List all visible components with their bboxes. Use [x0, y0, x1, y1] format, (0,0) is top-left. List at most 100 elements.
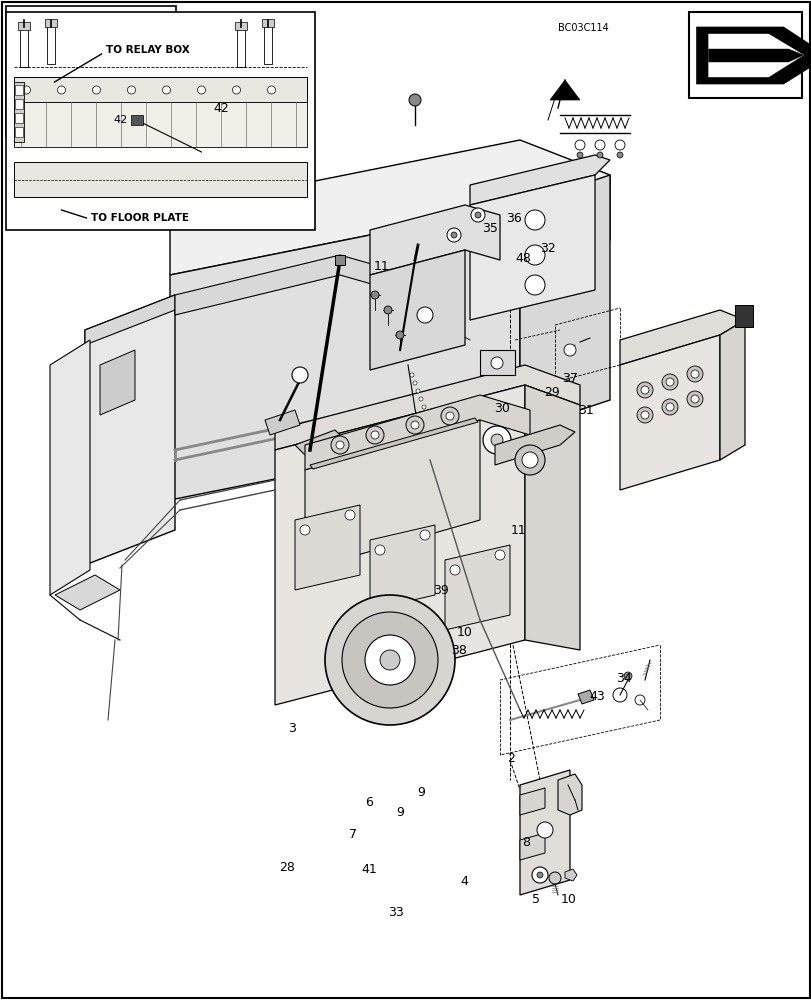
- Text: 30: 30: [493, 401, 509, 414]
- Bar: [262, 19, 274, 27]
- Circle shape: [417, 307, 432, 323]
- Circle shape: [536, 822, 552, 838]
- Bar: [734, 305, 752, 327]
- Bar: [15, 162, 307, 197]
- Polygon shape: [50, 340, 90, 595]
- Circle shape: [440, 407, 458, 425]
- Polygon shape: [86, 18, 100, 25]
- Polygon shape: [719, 320, 744, 460]
- Circle shape: [525, 245, 544, 265]
- Circle shape: [380, 650, 400, 670]
- Circle shape: [614, 140, 624, 150]
- Circle shape: [53, 111, 67, 125]
- Circle shape: [422, 405, 426, 409]
- Circle shape: [410, 373, 414, 377]
- Text: 28: 28: [278, 861, 294, 874]
- Circle shape: [690, 370, 698, 378]
- Circle shape: [661, 399, 677, 415]
- Polygon shape: [264, 410, 299, 435]
- Polygon shape: [519, 788, 544, 815]
- Circle shape: [665, 403, 673, 411]
- Circle shape: [514, 445, 544, 475]
- Polygon shape: [85, 295, 175, 565]
- Text: 11: 11: [373, 260, 389, 273]
- Text: 11: 11: [509, 524, 526, 536]
- Circle shape: [634, 695, 644, 705]
- Bar: [235, 22, 247, 30]
- Text: 8: 8: [521, 836, 530, 849]
- Text: TO RELAY BOX: TO RELAY BOX: [106, 45, 190, 55]
- Circle shape: [418, 397, 423, 401]
- Polygon shape: [85, 295, 175, 345]
- Text: 38: 38: [450, 644, 466, 656]
- Polygon shape: [169, 205, 519, 500]
- Polygon shape: [519, 770, 569, 895]
- Polygon shape: [470, 155, 609, 205]
- Circle shape: [491, 357, 502, 369]
- Circle shape: [324, 595, 454, 725]
- Text: 9: 9: [396, 806, 404, 819]
- Circle shape: [495, 550, 504, 560]
- Polygon shape: [696, 27, 811, 84]
- Polygon shape: [294, 430, 345, 455]
- Circle shape: [232, 86, 240, 94]
- Bar: [20, 27, 28, 67]
- Text: 32: 32: [539, 241, 556, 254]
- Circle shape: [197, 86, 205, 94]
- Text: BC03C114: BC03C114: [557, 23, 607, 33]
- Circle shape: [574, 140, 584, 150]
- Circle shape: [336, 441, 344, 449]
- Circle shape: [548, 872, 560, 884]
- Polygon shape: [305, 420, 479, 570]
- Text: 33: 33: [388, 906, 404, 919]
- Text: 42: 42: [114, 115, 127, 125]
- Circle shape: [450, 232, 457, 238]
- Bar: [15, 127, 24, 137]
- Text: 37: 37: [561, 371, 577, 384]
- Polygon shape: [495, 425, 574, 465]
- Text: 36: 36: [505, 212, 521, 225]
- Circle shape: [366, 426, 384, 444]
- Text: 6: 6: [365, 795, 373, 808]
- Circle shape: [564, 344, 575, 356]
- Polygon shape: [370, 250, 465, 370]
- Circle shape: [636, 407, 652, 423]
- Bar: [264, 24, 272, 64]
- Polygon shape: [470, 175, 594, 320]
- Circle shape: [491, 434, 502, 446]
- Circle shape: [375, 545, 384, 555]
- Bar: [45, 19, 58, 27]
- Bar: [47, 24, 55, 64]
- Circle shape: [525, 275, 544, 295]
- Circle shape: [470, 208, 484, 222]
- Polygon shape: [564, 869, 577, 881]
- Circle shape: [686, 391, 702, 407]
- Polygon shape: [15, 85, 169, 110]
- Bar: [6, 6, 176, 136]
- Circle shape: [636, 382, 652, 398]
- Bar: [15, 99, 24, 109]
- Polygon shape: [370, 205, 500, 275]
- Polygon shape: [519, 833, 544, 860]
- Circle shape: [612, 688, 626, 702]
- Bar: [15, 113, 24, 123]
- Polygon shape: [175, 255, 375, 315]
- Bar: [15, 85, 24, 95]
- Bar: [15, 77, 307, 102]
- Circle shape: [371, 431, 379, 439]
- Polygon shape: [557, 774, 581, 815]
- Polygon shape: [620, 335, 719, 490]
- Circle shape: [406, 416, 423, 434]
- Text: 7: 7: [349, 828, 357, 841]
- Polygon shape: [55, 575, 120, 610]
- Circle shape: [162, 86, 170, 94]
- Polygon shape: [310, 418, 478, 469]
- Text: 29: 29: [543, 386, 560, 399]
- Polygon shape: [169, 140, 609, 275]
- Text: 3: 3: [288, 721, 296, 734]
- Circle shape: [640, 411, 648, 419]
- Circle shape: [345, 510, 354, 520]
- Text: 9: 9: [417, 786, 425, 798]
- Text: 35: 35: [482, 222, 498, 235]
- Circle shape: [474, 212, 480, 218]
